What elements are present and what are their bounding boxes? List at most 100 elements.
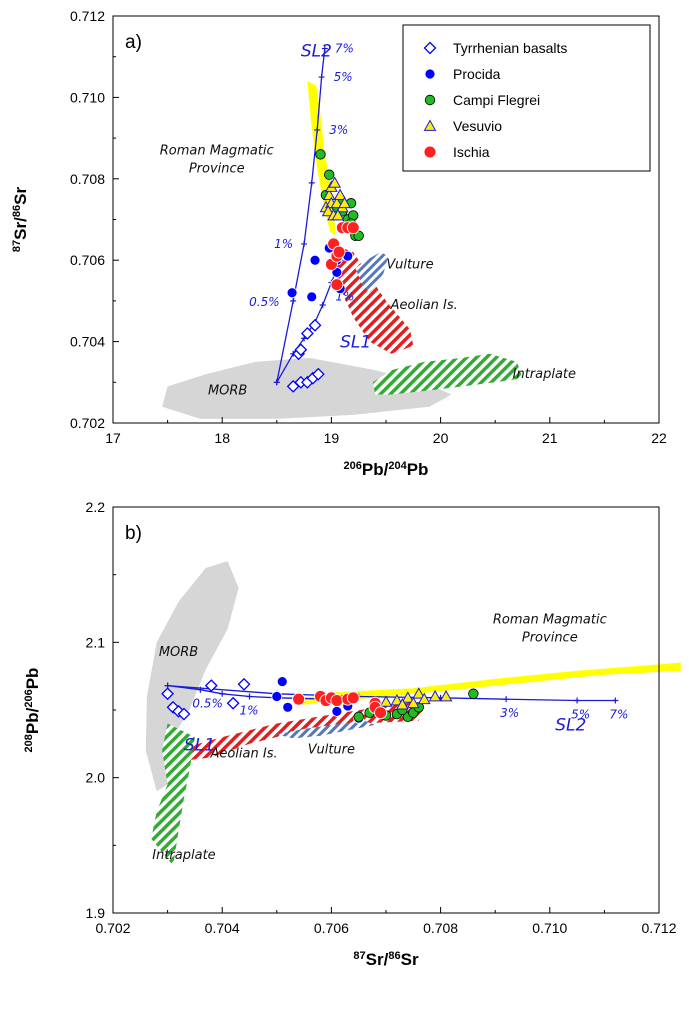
legend-label: Ischia [453,144,490,160]
mixing-node [273,379,280,386]
mixing-line-sl2: 0.5% 1% 3% 5% 7%SL2 [249,42,354,386]
y-tick-label: 0.710 [70,89,105,105]
fields [145,561,681,866]
field-label-intraplate: Intraplate [513,367,576,382]
legend-marker-campi-flegrei [424,94,436,106]
axis-label-superscript: 86 [11,205,23,217]
point-procida [309,254,321,266]
axis-label-superscript: 87 [353,950,365,962]
point-procida [331,705,343,717]
legend-marker-tyrrhenian-basalts [423,41,437,55]
point-ischia [346,691,360,705]
series-tyrrhenian-basalts [161,677,251,721]
mixing-line-name-sl2: SL2 [555,715,586,735]
field-morb [162,357,452,419]
x-tick-label: 19 [324,430,340,446]
mixing-percent-label: 7% [609,708,628,722]
mixing-node [319,301,326,308]
axis-label-text: Sr/ [366,950,389,969]
field-label-aeolian-is: Aeolian Is. [209,746,277,761]
axis-label-text: Pb/ [23,707,42,734]
point-vesuvio [412,687,426,699]
mixing-percent-label: 7% [335,42,354,56]
series-vesuvio [319,176,351,221]
field-label-intraplate: Intraplate [152,848,215,863]
y-tick-label: 0.704 [70,334,105,350]
series-ischia [292,690,387,720]
mixing-percent-label: 1% [274,237,293,251]
mixing-node [308,179,315,186]
point-vesuvio [328,176,342,188]
point-procida [306,291,318,303]
mixing-percent-label: 5% [571,708,590,722]
point-vesuvio [406,696,420,709]
point-ischia [374,706,387,720]
point-campi-flegrei [324,169,335,180]
field-label-roman-magmatic-province: Roman Magmatic [160,143,274,158]
field-aeolian-is [333,248,414,354]
point-tyrrhenian-basalts [311,367,325,381]
point-tyrrhenian-basalts [308,318,322,332]
x-tick-label: 0.706 [314,920,349,936]
point-ischia [346,221,360,235]
y-tick-label: 2.0 [86,770,106,786]
y-tick-label: 0.706 [70,252,105,268]
fields [162,81,523,419]
legend-marker-vesuvio [423,119,437,131]
point-tyrrhenian-basalts [294,343,308,357]
field-label-vulture: Vulture [386,257,433,272]
field-intraplate [151,723,195,866]
x-tick-label: 0.704 [205,920,240,936]
axis-label-superscript: 206 [344,460,362,472]
mixing-percent-label: 0.5% [192,697,223,711]
axis-label-superscript: 87 [11,240,23,252]
mixing-node [219,690,226,697]
y-tick-label: 0.708 [70,171,105,187]
mixing-node [321,45,328,52]
axis-label-text: Pb [23,668,42,690]
point-vesuvio [379,695,393,707]
field-vulture [355,252,389,293]
x-tick-label: 17 [105,430,121,446]
point-tyrrhenian-basalts [300,327,314,340]
point-procida [282,701,294,713]
mixing-node [318,74,325,81]
mixing-node [246,693,253,700]
axis-label-superscript: 204 [388,460,407,472]
field-roman-magmatic-province [293,662,681,705]
series-vesuvio [379,687,453,710]
panel-label: a) [125,32,142,53]
legend-label: Procida [453,66,501,82]
mixing-line-sl1: 0.5% 1% SL1 [164,682,335,756]
mixing-line-name-sl2: SL2 [301,42,332,62]
x-axis-label: 87Sr/86Sr [353,950,419,969]
chart-panel-b: MORB Roman Magmatic Province Aeolian Is. Int… [23,499,681,969]
mixing-node [612,697,619,704]
point-vesuvio [417,692,431,705]
point-tyrrhenian-basalts [237,677,251,691]
y-tick-label: 2.2 [86,499,106,515]
point-vesuvio [333,188,347,200]
point-campi-flegrei [315,149,326,160]
x-tick-label: 0.708 [423,920,458,936]
legend-marker-ischia [423,145,437,159]
x-tick-label: 21 [542,430,558,446]
point-tyrrhenian-basalts [177,707,191,721]
legend-marker-procida [424,68,436,80]
mixing-node [290,297,297,304]
field-intraplate [372,353,523,395]
mixing-curve-sl1 [167,684,332,700]
point-procida [271,691,283,702]
point-procida [286,287,298,299]
y-tick-label: 0.702 [70,415,105,431]
legend-label: Campi Flegrei [453,92,540,108]
axis-label-superscript: 86 [388,950,400,962]
axis-label-superscript: 208 [23,734,35,752]
y-axis-label: 208Pb/206Pb [23,668,42,753]
point-ischia [330,694,344,707]
axis-label-text: Pb [407,460,429,479]
point-vesuvio [321,204,335,217]
point-tyrrhenian-basalts [226,696,240,710]
mixing-node [314,126,321,133]
series-ischia [324,221,360,292]
